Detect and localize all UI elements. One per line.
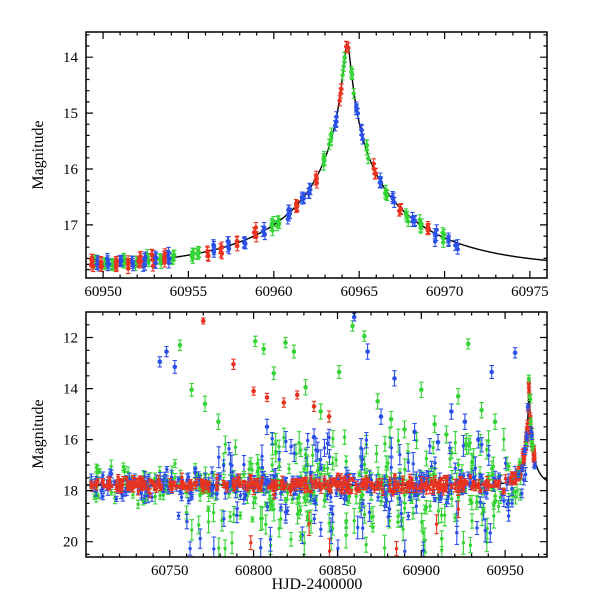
bottom-x-tick-label: 60800	[235, 563, 273, 579]
top-x-tick-label: 60965	[340, 284, 378, 300]
bottom-y-tick-label: 12	[63, 331, 78, 347]
bottom-outlier-r-points	[201, 318, 332, 419]
bottom-outlier-g-errorbars	[177, 320, 498, 444]
top-x-tick-label: 60960	[255, 284, 293, 300]
bottom-baseline-g-points	[89, 397, 536, 538]
top-x-tick-label: 60975	[511, 284, 549, 300]
bottom-outlier-b-points	[157, 314, 518, 445]
bottom-y-tick-label: 20	[63, 535, 78, 551]
bottom-y-tick-label: 14	[63, 382, 79, 398]
top-axes: 60950 60955 60960 60965 60970 60975 14 15 16 17	[63, 31, 549, 300]
bottom-plot-area	[86, 312, 547, 557]
bottom-x-tick-label: 60950	[486, 563, 524, 579]
bottom-outlier-g-points	[177, 323, 498, 437]
bottom-y-tick-label: 18	[63, 484, 78, 500]
bottom-x-tick-label: 60900	[403, 563, 441, 579]
top-x-tick-label: 60950	[84, 284, 122, 300]
bottom-faint-b-points	[188, 507, 493, 553]
top-ticks	[86, 32, 547, 278]
top-y-tick-label: 17	[63, 218, 79, 234]
bottom-baseline-g-errorbars	[88, 394, 537, 541]
top-plot-area	[86, 40, 547, 275]
bottom-outlier-b-errorbars	[157, 312, 518, 451]
top-y-tick-label: 15	[63, 106, 78, 122]
x-axis-label: HJD-2400000	[271, 576, 363, 593]
bottom-ticks	[86, 312, 547, 557]
bottom-y-axis-label: Magnitude	[30, 399, 47, 469]
bottom-axes: 60750 60800 60850 60900 60950 12 14 16 18 20	[63, 311, 548, 579]
top-b-errorbars	[94, 101, 460, 272]
bottom-x-tick-label: 60750	[151, 563, 189, 579]
bottom-x-tick-label: 60850	[319, 563, 357, 579]
top-model-curve	[86, 43, 547, 266]
top-y-tick-label: 14	[63, 50, 79, 66]
top-b-points	[94, 104, 460, 269]
bottom-frame	[85, 311, 548, 558]
bottom-rise-b-points	[516, 404, 537, 477]
top-x-tick-label: 60955	[170, 284, 208, 300]
top-g-points	[91, 55, 447, 268]
top-x-tick-label: 60970	[426, 284, 464, 300]
top-g-errorbars	[91, 51, 447, 272]
top-y-axis-label: Magnitude	[30, 120, 47, 190]
bottom-faint-r-points	[249, 507, 461, 553]
top-r-points	[88, 44, 432, 271]
top-r-errorbars	[88, 40, 431, 275]
top-y-tick-label: 16	[63, 162, 79, 178]
bottom-y-tick-label: 16	[63, 433, 79, 449]
top-frame	[85, 31, 548, 279]
